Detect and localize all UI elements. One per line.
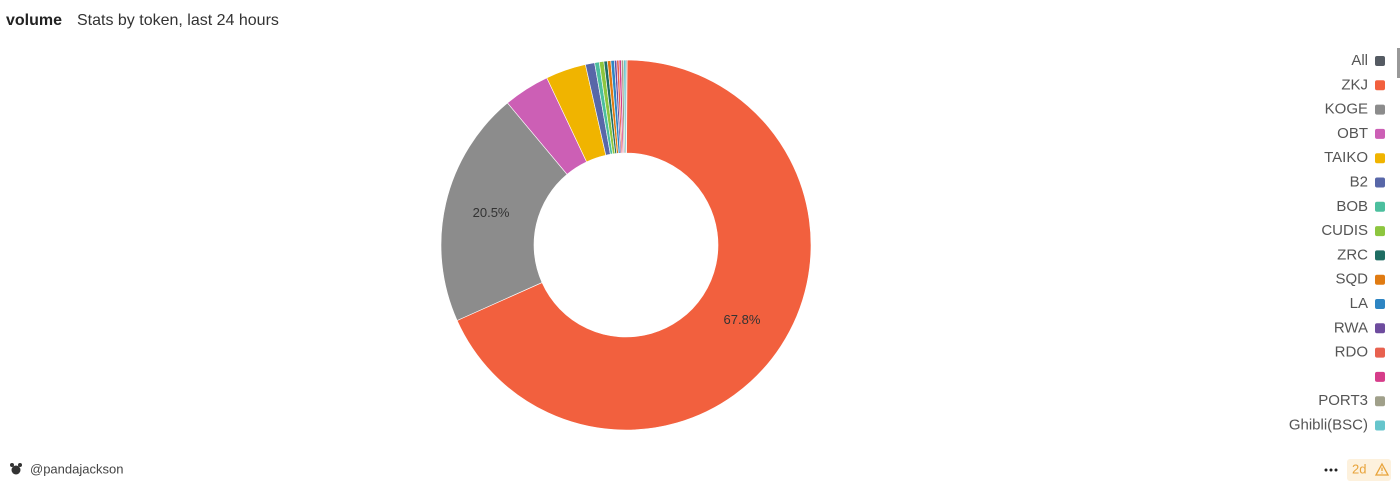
pie-slice (623, 59, 627, 154)
legend-swatch (1375, 177, 1385, 188)
legend-label: SQD (1335, 271, 1368, 288)
pie-slice (456, 59, 812, 431)
chart-title: volume (6, 12, 62, 29)
pie-slice (440, 102, 568, 321)
warning-icon (1374, 462, 1390, 476)
legend-item[interactable]: CUDIS (1321, 222, 1385, 239)
legend[interactable]: All ZKJ KOGE OBT TAIKO B2 BOB CUDIS ZRC SQD LA RWA R… (1289, 52, 1385, 434)
legend-swatch (1375, 323, 1385, 334)
legend-swatch (1375, 201, 1385, 212)
legend-swatch (1375, 299, 1385, 309)
more-menu[interactable] (1324, 468, 1338, 472)
legend-swatch (1375, 274, 1385, 285)
legend-swatch (1375, 371, 1385, 382)
user-icon (10, 463, 22, 475)
legend-item[interactable]: KOGE (1325, 101, 1385, 118)
legend-swatch (1375, 396, 1385, 407)
legend-swatch (1375, 420, 1385, 431)
legend-label: LA (1350, 295, 1368, 312)
legend-label: All (1351, 52, 1368, 69)
legend-item[interactable]: PORT3 (1318, 392, 1385, 409)
legend-item[interactable]: Ghibli(BSC) (1289, 416, 1385, 433)
legend-label: TAIKO (1324, 149, 1368, 166)
legend-item[interactable]: BOB (1336, 198, 1385, 215)
legend-item[interactable]: OBT (1337, 125, 1385, 142)
legend-swatch (1375, 128, 1385, 139)
legend-swatch (1375, 80, 1385, 91)
legend-swatch (1375, 104, 1385, 115)
legend-swatch (1375, 250, 1385, 261)
legend-swatch (1375, 153, 1385, 164)
legend-item[interactable]: LA (1350, 295, 1385, 312)
legend-item[interactable]: RWA (1334, 319, 1385, 336)
legend-swatch (1375, 347, 1385, 358)
legend-item[interactable]: ZRC (1337, 246, 1385, 263)
legend-item[interactable]: RDO (1335, 344, 1385, 361)
legend-label: KOGE (1325, 101, 1368, 118)
legend-item[interactable]: B2 (1350, 173, 1385, 190)
legend-label: OBT (1337, 125, 1368, 142)
legend-label: RDO (1335, 344, 1368, 361)
legend-label: ZKJ (1341, 76, 1368, 93)
legend-swatch (1375, 226, 1385, 237)
legend-swatch (1375, 56, 1385, 66)
pie: 67.8% 20.5% (440, 59, 812, 431)
legend-label: B2 (1350, 173, 1368, 190)
legend-label: BOB (1336, 198, 1368, 215)
legend-item[interactable]: ZKJ (1341, 76, 1385, 93)
legend-item[interactable] (1375, 371, 1385, 382)
legend-item[interactable]: All (1351, 52, 1385, 69)
legend-label: CUDIS (1321, 222, 1368, 239)
legend-label: PORT3 (1318, 392, 1368, 409)
data-label: 20.5% (473, 205, 510, 220)
legend-label: Ghibli(BSC) (1289, 416, 1368, 433)
legend-item[interactable]: TAIKO (1324, 149, 1385, 166)
age: 2d (1352, 461, 1366, 476)
data-label: 67.8% (724, 312, 761, 327)
legend-label: ZRC (1337, 246, 1368, 263)
legend-item[interactable]: SQD (1335, 271, 1385, 288)
author[interactable]: @pandajackson (30, 461, 123, 476)
legend-label: RWA (1334, 319, 1368, 336)
chart-subtitle: Stats by token, last 24 hours (77, 12, 279, 29)
scrollbar[interactable] (1397, 48, 1400, 78)
